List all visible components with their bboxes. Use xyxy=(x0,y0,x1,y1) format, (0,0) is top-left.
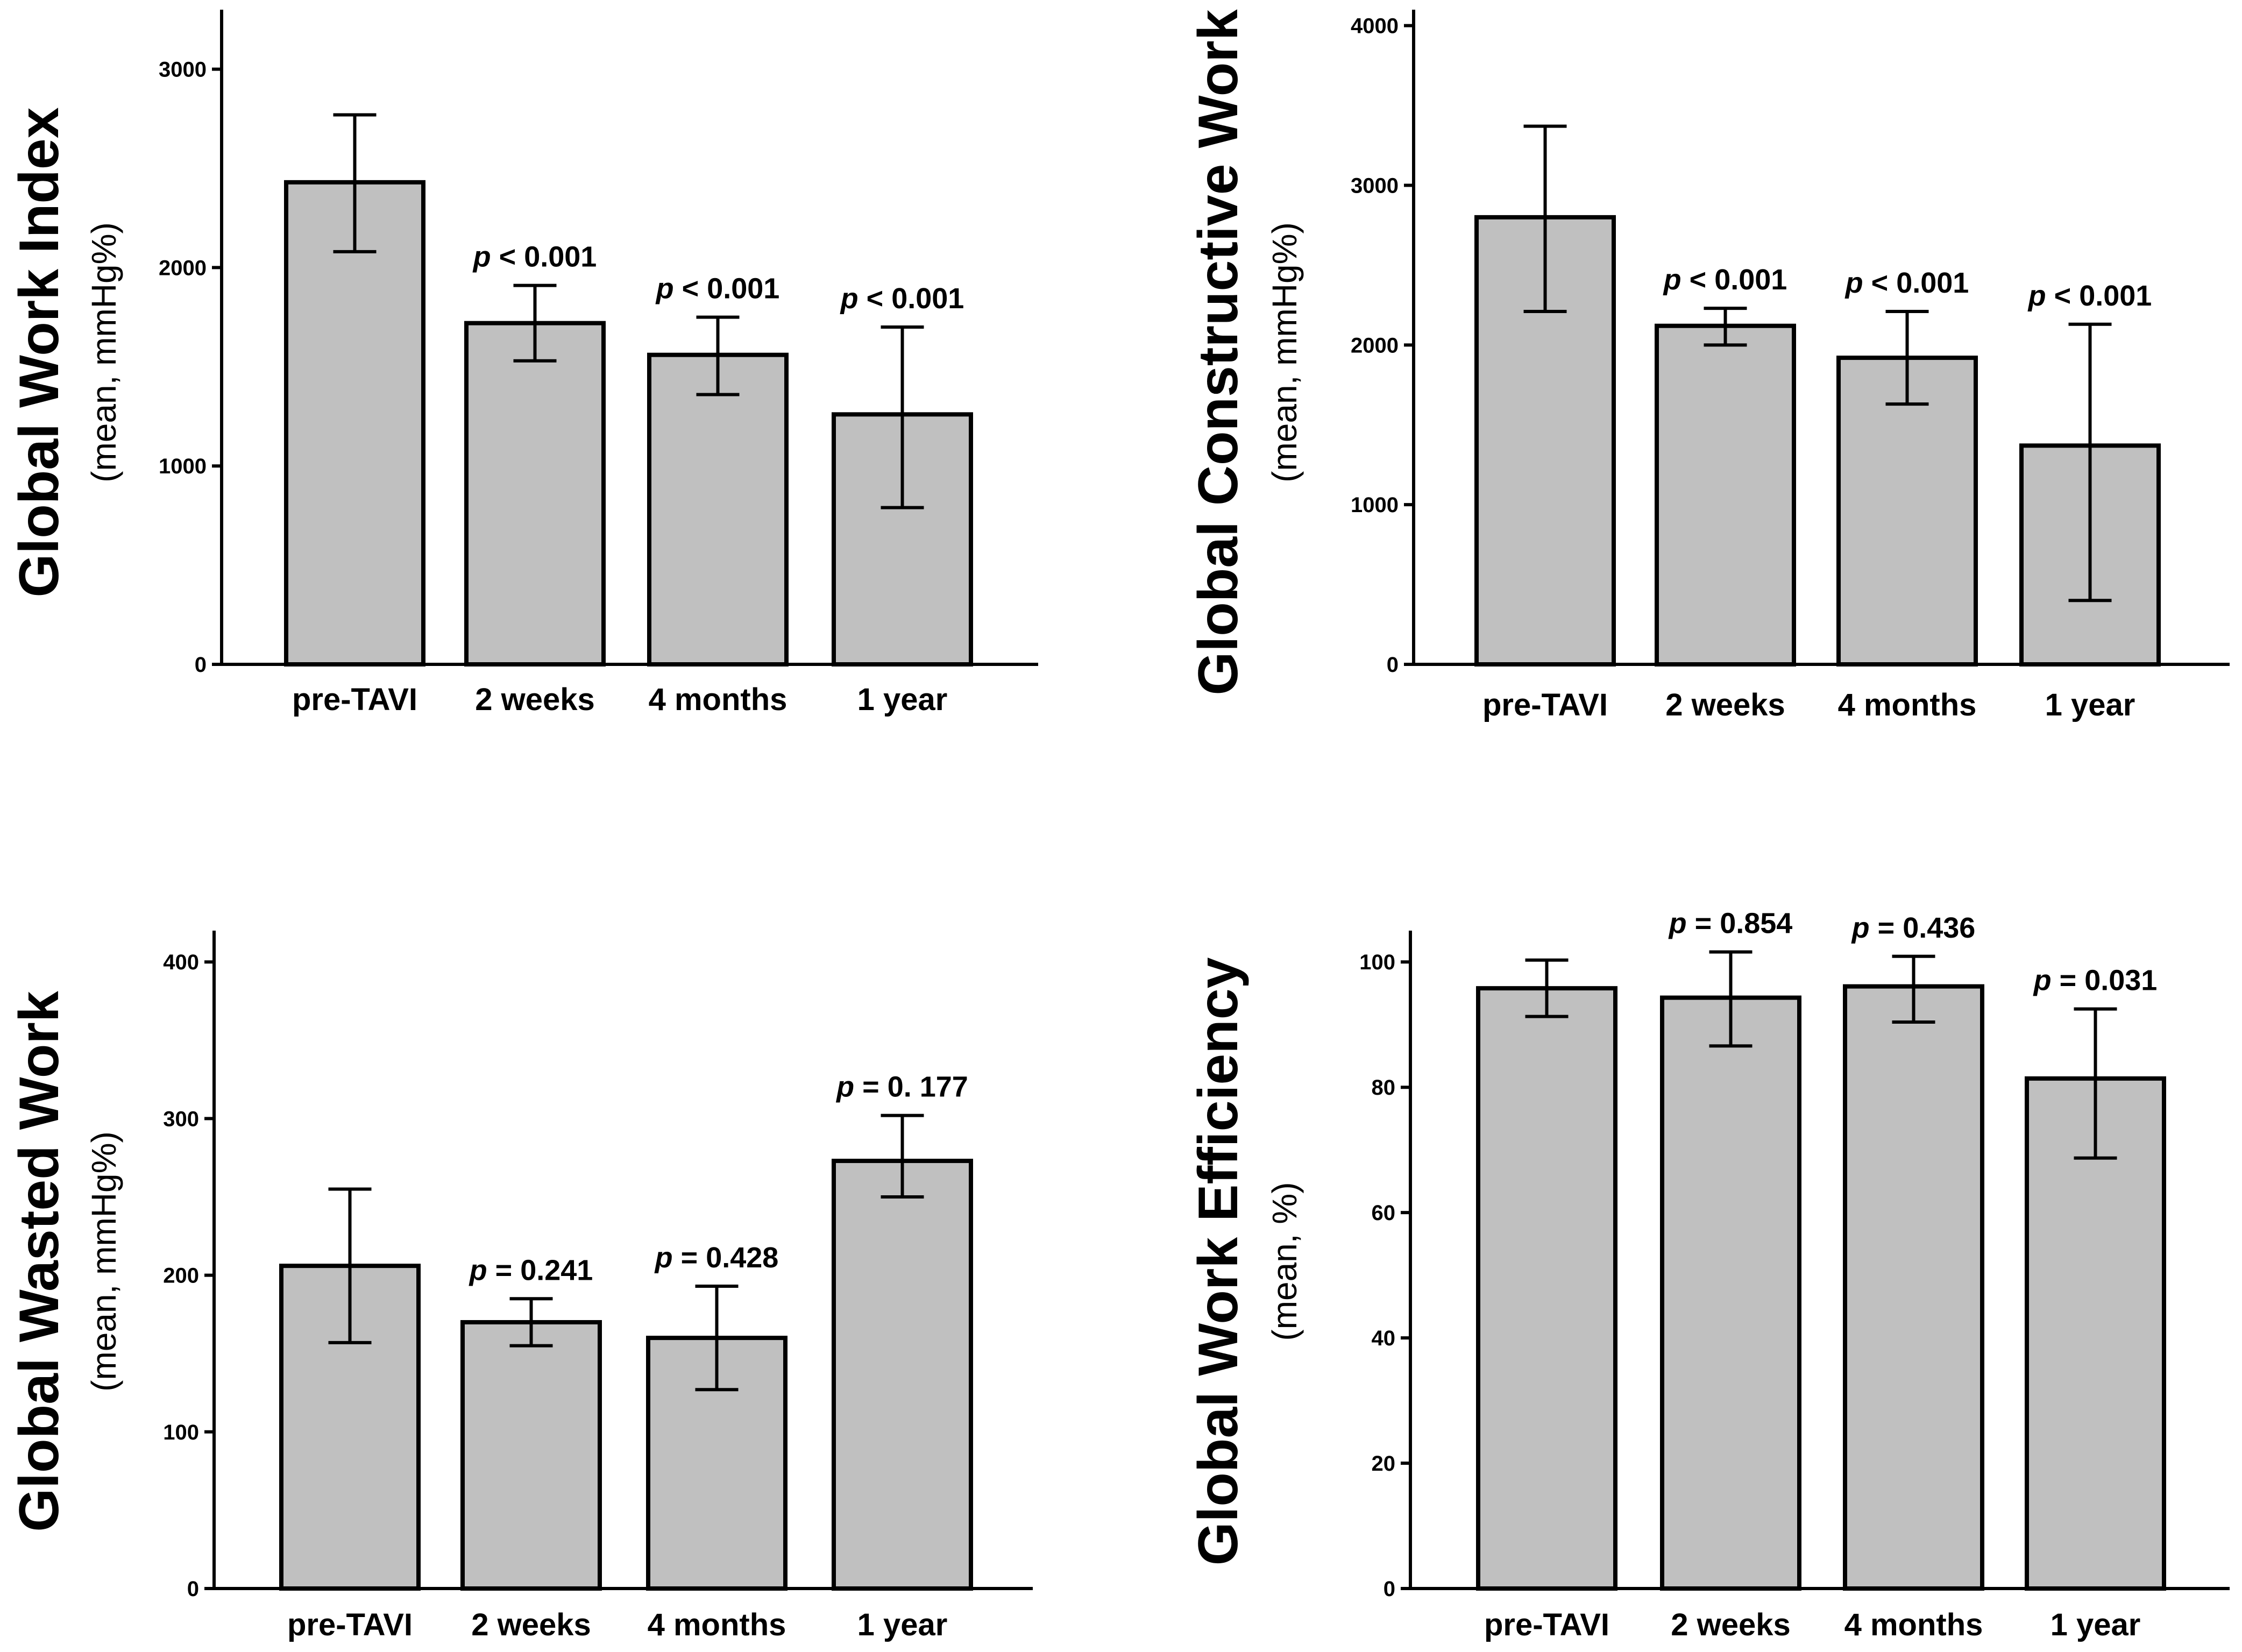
y-tick-label: 100 xyxy=(163,1421,199,1444)
y-tick-label: 1000 xyxy=(159,455,207,478)
p-value-label: p = 0.854 xyxy=(1668,907,1793,940)
y-axis-title: Global Wasted Work xyxy=(8,991,70,1532)
y-tick-label: 60 xyxy=(1372,1201,1396,1225)
bar xyxy=(1843,984,1984,1591)
p-value-label: p < 0.001 xyxy=(472,241,597,273)
y-tick-label: 4000 xyxy=(1351,15,1399,38)
y-axis-title: Global Work Efficiency xyxy=(1187,957,1250,1565)
category-label: 2 weeks xyxy=(471,1607,591,1642)
y-axis-subtitle: (mean, mmHg%) xyxy=(84,1131,123,1392)
category-label: 4 months xyxy=(648,1607,786,1642)
p-value-label: p = 0.031 xyxy=(2033,965,2158,997)
panel-global-wasted-work: Global Wasted Work (mean, mmHg%) pre-TAV… xyxy=(8,931,1033,1642)
y-tick-label: 2000 xyxy=(159,256,207,280)
bar xyxy=(647,352,789,667)
category-label: 1 year xyxy=(857,682,948,717)
category-label: 1 year xyxy=(2051,1607,2141,1642)
category-label: 4 months xyxy=(1838,687,1977,722)
p-value-label: p = 0.436 xyxy=(1851,912,1976,944)
y-tick-label: 3000 xyxy=(159,58,207,82)
y-tick-label: 0 xyxy=(195,653,207,677)
y-tick-label: 40 xyxy=(1372,1327,1396,1350)
bar xyxy=(832,1159,973,1591)
bar xyxy=(1476,986,1617,1591)
y-tick-label: 100 xyxy=(1359,951,1395,974)
bar xyxy=(284,180,425,667)
category-label: 1 year xyxy=(2045,687,2135,722)
y-tick-label: 80 xyxy=(1372,1076,1396,1100)
y-tick-label: 400 xyxy=(163,951,199,974)
bar xyxy=(464,321,606,667)
y-tick-label: 2000 xyxy=(1351,334,1399,357)
y-axis-subtitle: (mean, mmHg%) xyxy=(1265,222,1304,483)
p-value-label: p < 0.001 xyxy=(2027,280,2152,312)
y-tick-label: 3000 xyxy=(1351,174,1399,198)
category-label: 2 weeks xyxy=(1671,1607,1791,1642)
category-label: pre-TAVI xyxy=(292,682,417,717)
y-tick-label: 300 xyxy=(163,1107,199,1131)
category-label: 4 months xyxy=(1844,1607,1983,1642)
category-label: 2 weeks xyxy=(1665,687,1785,722)
y-tick-label: 0 xyxy=(1383,1577,1395,1601)
bar xyxy=(460,1320,602,1591)
bar xyxy=(1660,995,1801,1591)
category-label: 1 year xyxy=(857,1607,948,1642)
category-label: pre-TAVI xyxy=(287,1607,413,1642)
p-value-label: p = 0.241 xyxy=(469,1254,593,1286)
y-tick-label: 0 xyxy=(1387,653,1399,677)
p-value-label: p < 0.001 xyxy=(655,273,780,305)
y-tick-label: 1000 xyxy=(1351,493,1399,517)
y-tick-label: 200 xyxy=(163,1264,199,1288)
category-label: 2 weeks xyxy=(475,682,595,717)
p-value-label: p = 0.428 xyxy=(654,1242,779,1274)
p-value-label: p < 0.001 xyxy=(1663,264,1787,296)
panel-global-work-index: Global Work Index (mean, mmHg%) pre-TAVI… xyxy=(8,10,1038,717)
panel-global-constructive-work: Global Constructive Work (mean, mmHg%) p… xyxy=(1187,9,2230,722)
panel-global-work-efficiency: Global Work Efficiency (mean, %) pre-TAV… xyxy=(1187,907,2230,1642)
category-label: pre-TAVI xyxy=(1482,687,1608,722)
category-label: pre-TAVI xyxy=(1484,1607,1609,1642)
y-axis-subtitle: (mean, %) xyxy=(1265,1182,1304,1341)
p-value-label: p < 0.001 xyxy=(840,282,964,315)
category-label: 4 months xyxy=(649,682,787,717)
y-tick-label: 0 xyxy=(187,1577,199,1601)
p-value-label: p < 0.001 xyxy=(1844,267,1969,299)
y-axis-title: Global Constructive Work xyxy=(1187,9,1250,695)
p-value-label: p = 0. 177 xyxy=(835,1071,968,1103)
y-axis-title: Global Work Index xyxy=(8,107,70,597)
y-tick-label: 20 xyxy=(1372,1452,1396,1476)
y-axis-subtitle: (mean, mmHg%) xyxy=(84,222,123,483)
bar xyxy=(1655,323,1796,667)
